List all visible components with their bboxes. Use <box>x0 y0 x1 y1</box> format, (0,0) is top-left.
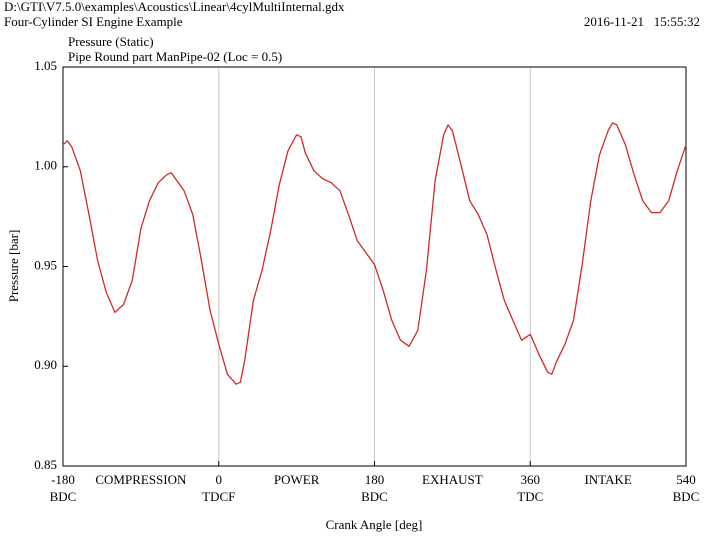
y-tick-label: 0.90 <box>34 357 57 372</box>
x-tick-sublabel: BDC <box>673 489 700 504</box>
x-tick-sublabel: BDC <box>361 489 388 504</box>
chart-subtitle: Pipe Round part ManPipe-02 (Loc = 0.5) <box>68 49 282 64</box>
phase-label: INTAKE <box>584 472 631 487</box>
x-tick-label: -180 <box>51 472 75 487</box>
timestamp: 2016-11-21 15:55:32 <box>584 14 700 29</box>
x-tick-sublabel: TDCF <box>202 489 235 504</box>
x-tick-label: 180 <box>365 472 385 487</box>
y-tick-label: 1.00 <box>34 158 57 173</box>
phase-label: EXHAUST <box>422 472 483 487</box>
model-name: Four-Cylinder SI Engine Example <box>4 14 183 29</box>
x-tick-label: 360 <box>521 472 541 487</box>
file-path: D:\GTI\V7.5.0\examples\Acoustics\Linear\… <box>4 0 345 14</box>
phase-label: POWER <box>274 472 320 487</box>
x-tick-label: 540 <box>676 472 696 487</box>
chart-title: Pressure (Static) <box>68 34 154 49</box>
x-tick-label: 0 <box>216 472 223 487</box>
y-tick-label: 0.95 <box>34 257 57 272</box>
y-tick-label: 1.05 <box>34 58 57 73</box>
x-tick-sublabel: BDC <box>50 489 77 504</box>
data-line <box>62 122 687 385</box>
phase-label: COMPRESSION <box>95 472 187 487</box>
y-tick-label: 0.85 <box>34 457 57 472</box>
x-tick-sublabel: TDC <box>517 489 543 504</box>
y-axis-label: Pressure [bar] <box>6 230 21 303</box>
x-axis-label: Crank Angle [deg] <box>326 517 423 532</box>
